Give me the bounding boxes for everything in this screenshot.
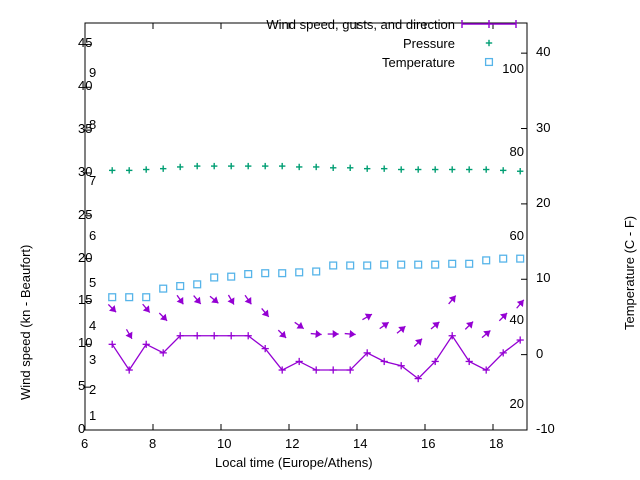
series-temperature (108, 254, 525, 302)
legend-label-temperature: Temperature (382, 55, 455, 70)
y2-axis-ticks (521, 52, 527, 431)
beaufort-label-4: 4 (89, 318, 97, 334)
legend-label-pressure: Pressure (402, 36, 455, 51)
fahrenheit-label-40: 40 (509, 312, 524, 328)
y2-tick-20: 20 (536, 194, 551, 210)
y2-tick-30: 30 (536, 119, 551, 135)
beaufort-label-7: 7 (89, 172, 97, 188)
y2-tick-10: 10 (536, 270, 551, 286)
legend-symbols (461, 20, 517, 67)
y-axis-ticks (85, 43, 91, 431)
x-axis-title: Local time (Europe/Athens) (215, 455, 373, 470)
fahrenheit-label-100: 100 (502, 60, 524, 76)
fahrenheit-label-80: 80 (509, 144, 524, 160)
beaufort-label-5: 5 (89, 275, 97, 291)
y2-tick-0: 0 (536, 345, 544, 361)
series-pressure (109, 162, 524, 175)
x-tick-6: 6 (81, 436, 89, 451)
beaufort-label-8: 8 (89, 116, 97, 132)
x-tick-10: 10 (217, 436, 232, 451)
fahrenheit-label-60: 60 (509, 228, 524, 244)
beaufort-label-2: 2 (89, 382, 97, 398)
beaufort-label-1: 1 (89, 408, 97, 424)
y2-tick-40: 40 (536, 44, 551, 60)
plot-frame (84, 22, 528, 431)
x-tick-8: 8 (149, 436, 157, 451)
legend-label-wind: Wind speed, gusts, and direction (266, 17, 455, 32)
y2-tick--10: -10 (536, 421, 555, 436)
x-tick-12: 12 (285, 436, 300, 451)
fahrenheit-label-20: 20 (509, 396, 524, 412)
beaufort-label-9: 9 (89, 65, 97, 81)
x-tick-14: 14 (353, 436, 368, 451)
x-axis-ticks (84, 23, 494, 430)
beaufort-label-3: 3 (89, 352, 97, 368)
series-wind-speed (107, 294, 525, 383)
x-tick-18: 18 (489, 436, 504, 451)
beaufort-label-6: 6 (89, 228, 97, 244)
x-tick-16: 16 (421, 436, 436, 451)
